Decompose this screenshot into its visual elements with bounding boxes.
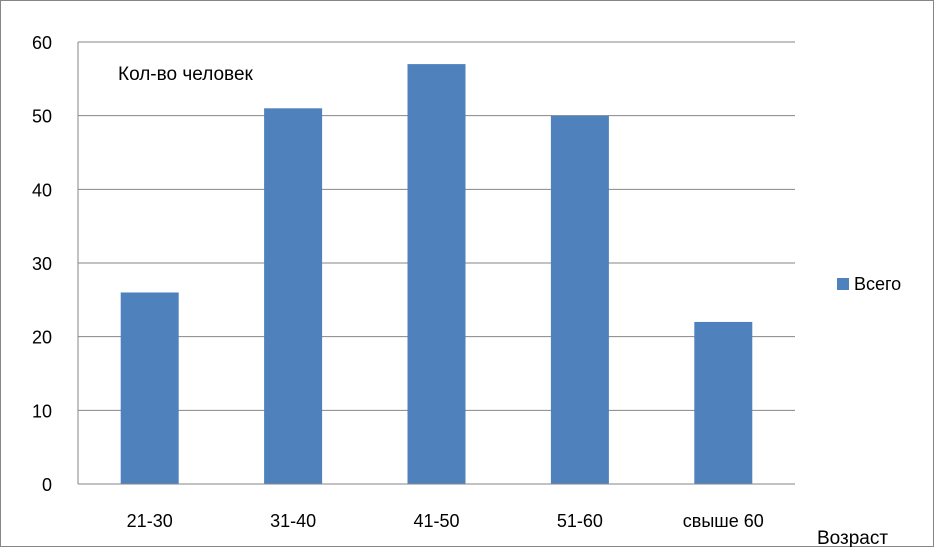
y-tick-label: 0: [42, 475, 52, 495]
bars: [120, 64, 753, 485]
bar: [120, 292, 179, 484]
y-tick-labels: 0 10 20 30 40 50 60: [32, 33, 52, 495]
y-tick-label: 40: [32, 180, 52, 200]
axes: [77, 42, 795, 485]
y-tick-label: 60: [32, 33, 52, 53]
y-tick-label: 10: [32, 401, 52, 421]
legend: Всего: [837, 274, 901, 294]
bar: [407, 64, 466, 484]
y-tick-label: 30: [32, 254, 52, 274]
y-tick-label: 50: [32, 107, 52, 127]
legend-swatch-icon: [837, 278, 849, 290]
x-tick-labels: 21-30 31-40 41-50 51-60 свыше 60: [127, 511, 764, 531]
x-tick-label: свыше 60: [683, 511, 764, 531]
x-tick-label: 41-50: [413, 511, 459, 531]
bar: [264, 108, 323, 485]
y-axis-title: Кол-во человек: [118, 64, 254, 85]
x-tick-label: 31-40: [270, 511, 316, 531]
x-tick-label: 51-60: [557, 511, 603, 531]
bar: [694, 321, 753, 484]
y-tick-label: 20: [32, 328, 52, 348]
bar: [550, 115, 609, 485]
x-tick-label: 21-30: [127, 511, 173, 531]
legend-label: Всего: [854, 274, 901, 294]
x-axis-title: Возраст: [817, 528, 888, 547]
